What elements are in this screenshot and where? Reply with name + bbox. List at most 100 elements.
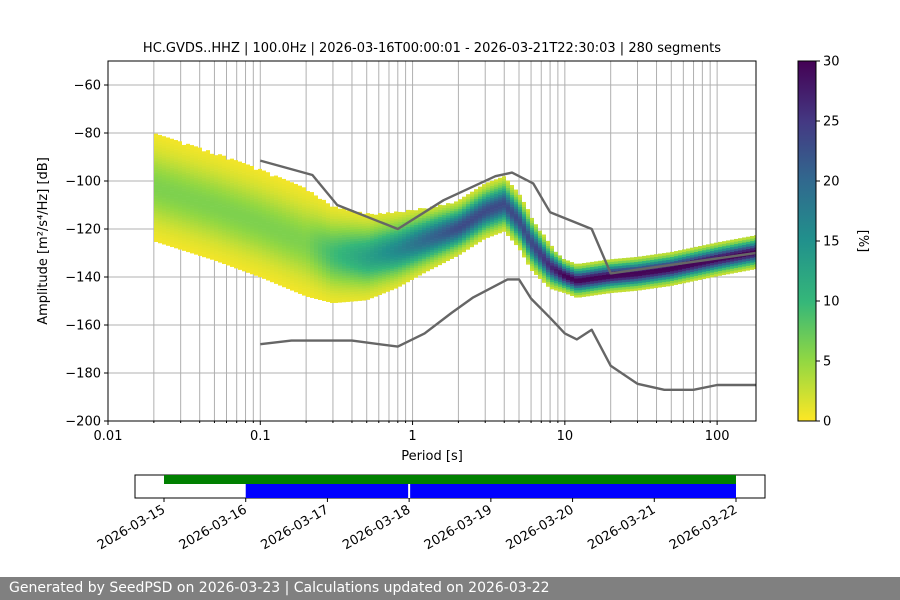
heatmap-cell xyxy=(390,258,394,262)
heatmap-cell xyxy=(390,220,394,223)
heatmap-cell xyxy=(242,191,246,195)
heatmap-cell xyxy=(530,220,534,224)
heatmap-cell xyxy=(526,235,530,239)
heatmap-cell xyxy=(186,208,190,212)
heatmap-cell xyxy=(430,244,434,248)
heatmap-cell xyxy=(294,284,298,288)
heatmap-cell xyxy=(386,274,390,278)
heatmap-cell xyxy=(362,281,366,284)
heatmap-cell xyxy=(378,213,382,216)
heatmap-cell xyxy=(302,261,306,265)
heatmap-cell xyxy=(266,191,270,195)
heatmap-cell xyxy=(210,211,214,215)
heatmap-cell xyxy=(574,266,578,269)
heatmap-cell xyxy=(390,237,394,240)
heatmap-cell xyxy=(202,199,206,202)
heatmap-cell xyxy=(246,234,250,237)
heatmap-cell xyxy=(462,230,466,233)
heatmap-cell xyxy=(570,293,574,296)
heatmap-cell xyxy=(262,220,266,224)
heatmap-cell xyxy=(390,256,394,259)
heatmap-cell xyxy=(390,229,394,233)
heatmap-cell xyxy=(162,145,166,149)
heatmap-cell xyxy=(674,277,678,281)
heatmap-cell xyxy=(370,213,374,217)
heatmap-cell xyxy=(214,229,218,233)
heatmap-cell xyxy=(502,185,506,189)
heatmap-cell xyxy=(474,232,478,236)
heatmap-cell xyxy=(346,241,350,245)
heatmap-cell xyxy=(690,271,694,275)
heatmap-cell xyxy=(578,273,582,276)
heatmap-cell xyxy=(558,272,562,275)
heatmap-cell xyxy=(658,256,662,259)
heatmap-cell xyxy=(174,168,178,172)
heatmap-cell xyxy=(194,158,198,162)
heatmap-cell xyxy=(310,285,314,289)
heatmap-cell xyxy=(298,243,302,246)
heatmap-cell xyxy=(190,233,194,237)
heatmap-cell xyxy=(650,257,654,260)
heatmap-cell xyxy=(474,198,478,202)
heatmap-cell xyxy=(478,225,482,228)
heatmap-cell xyxy=(266,198,270,202)
heatmap-cell xyxy=(370,247,374,251)
heatmap-cell xyxy=(278,206,282,209)
heatmap-cell xyxy=(302,196,306,200)
heatmap-cell xyxy=(290,244,294,248)
heatmap-cell xyxy=(394,247,398,251)
heatmap-cell xyxy=(574,278,578,281)
heatmap-cell xyxy=(234,227,238,231)
heatmap-cell xyxy=(230,177,234,181)
heatmap-cell xyxy=(610,261,614,265)
heatmap-cell xyxy=(230,189,234,193)
heatmap-cell xyxy=(314,217,318,220)
heatmap-cell xyxy=(362,247,366,251)
heatmap-cell xyxy=(318,282,322,286)
heatmap-cell xyxy=(162,232,166,235)
heatmap-cell xyxy=(406,236,410,240)
heatmap-cell xyxy=(478,201,482,204)
heatmap-cell xyxy=(186,158,190,161)
heatmap-cell xyxy=(246,241,250,244)
heatmap-cell xyxy=(482,186,486,190)
heatmap-cell xyxy=(278,270,282,274)
heatmap-cell xyxy=(562,258,566,262)
heatmap-cell xyxy=(706,249,710,252)
heatmap-cell xyxy=(230,199,234,203)
heatmap-cell xyxy=(550,277,554,280)
heatmap-cell xyxy=(198,150,202,153)
heatmap-cell xyxy=(550,284,554,287)
heatmap-cell xyxy=(622,289,626,292)
heatmap-cell xyxy=(534,248,538,251)
heatmap-cell xyxy=(614,263,618,267)
heatmap-cell xyxy=(242,201,246,205)
heatmap-cell xyxy=(282,282,286,285)
heatmap-cell xyxy=(642,279,646,283)
heatmap-cell xyxy=(418,241,422,245)
heatmap-cell xyxy=(522,223,526,227)
heatmap-cell xyxy=(418,239,422,242)
heatmap-cell xyxy=(534,269,538,273)
heatmap-cell xyxy=(358,216,362,220)
heatmap-cell xyxy=(298,204,302,208)
heatmap-cell xyxy=(190,188,194,191)
heatmap-cell xyxy=(262,273,266,277)
heatmap-cell xyxy=(270,217,274,220)
heatmap-cell xyxy=(166,163,170,167)
heatmap-cell xyxy=(426,215,430,219)
heatmap-cell xyxy=(230,206,234,210)
heatmap-cell xyxy=(734,265,738,269)
heatmap-cell xyxy=(446,222,450,226)
heatmap-cell xyxy=(182,152,186,155)
heatmap-cell xyxy=(154,133,158,137)
heatmap-cell xyxy=(198,246,202,249)
heatmap-cell xyxy=(362,216,366,219)
heatmap-cell xyxy=(274,216,278,220)
heatmap-cell xyxy=(294,193,298,197)
heatmap-cell xyxy=(174,221,178,225)
heatmap-cell xyxy=(374,231,378,235)
heatmap-cell xyxy=(234,265,238,269)
heatmap-cell xyxy=(518,242,522,246)
heatmap-cell xyxy=(314,214,318,218)
